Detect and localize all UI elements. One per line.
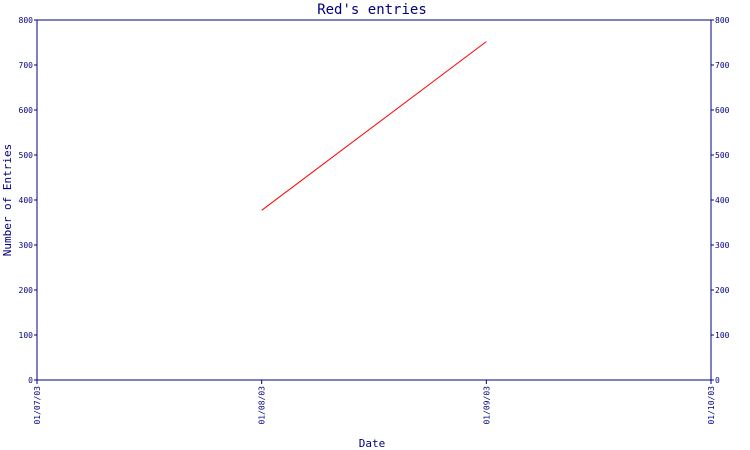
- y-tick-label-right: 100: [715, 331, 730, 340]
- x-tick-label: 01/08/03: [258, 386, 267, 425]
- y-tick-label-right: 200: [715, 286, 730, 295]
- y-tick-label: 800: [19, 16, 34, 25]
- y-tick-label: 500: [19, 151, 34, 160]
- y-tick-label: 100: [19, 331, 34, 340]
- x-axis: 01/07/03 01/08/03 01/09/03 01/10/03: [33, 380, 716, 425]
- plot-area-frame: [36, 19, 712, 381]
- x-axis-label: Date: [359, 437, 386, 450]
- y-tick-label: 600: [19, 106, 34, 115]
- x-tick-label: 01/07/03: [33, 386, 42, 425]
- chart-title: Red's entries: [317, 2, 427, 18]
- y-axis-left: 0 100 200 300 400 500 600 700 800: [19, 16, 37, 385]
- y-tick-label-right: 300: [715, 241, 730, 250]
- y-tick-label: 400: [19, 196, 34, 205]
- y-tick-label-right: 800: [715, 16, 730, 25]
- series-group: [261, 41, 487, 211]
- y-axis-label: Number of Entries: [1, 144, 14, 257]
- y-tick-label: 200: [19, 286, 34, 295]
- y-tick-label-right: 700: [715, 61, 730, 70]
- x-tick-label: 01/09/03: [482, 386, 491, 425]
- y-tick-label: 0: [28, 376, 33, 385]
- y-tick-label: 700: [19, 61, 34, 70]
- y-tick-label-right: 0: [715, 376, 720, 385]
- y-tick-label-right: 500: [715, 151, 730, 160]
- y-tick-label-right: 400: [715, 196, 730, 205]
- y-tick-label: 300: [19, 241, 34, 250]
- y-axis-right: 0 100 200 300 400 500 600 700 800: [711, 16, 730, 385]
- x-tick-label: 01/10/03: [707, 386, 716, 425]
- series-line: [261, 41, 487, 211]
- y-tick-label-right: 600: [715, 106, 730, 115]
